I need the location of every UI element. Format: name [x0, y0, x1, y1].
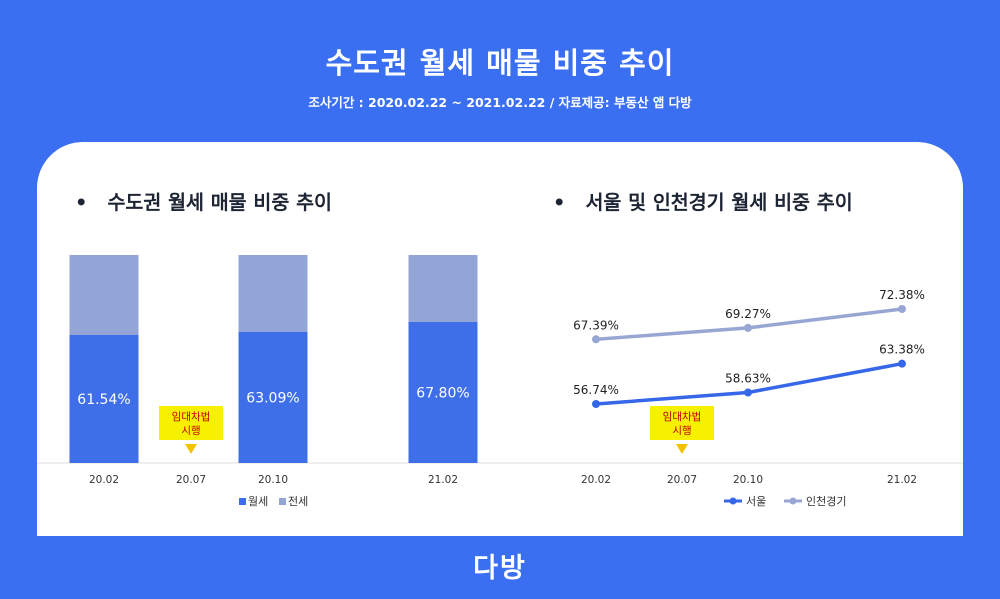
bar-x-tick-label: 20.07 — [176, 474, 206, 486]
dabang-logo: 다방 — [473, 553, 527, 584]
bullet-icon: • — [553, 191, 566, 214]
line-data-label: 56.74% — [573, 383, 619, 397]
line-chart-heading: • 서울 및 인천경기 월세 비중 추이 — [553, 186, 853, 215]
legend-jeonse-label: 전세 — [288, 495, 308, 508]
bar-data-label: 63.09% — [246, 390, 299, 406]
bar-chart-title: 수도권 월세 매물 비중 추이 — [107, 191, 332, 214]
line-data-label: 69.27% — [725, 307, 771, 321]
bar-data-label: 61.54% — [77, 392, 130, 408]
bar-data-label: 67.80% — [416, 385, 469, 401]
line-chart: 56.74% 58.63% 63.38% 67.39% 69.27% 72.38% 20.0… — [500, 288, 963, 508]
bar-x-tick-label: 20.02 — [89, 474, 119, 486]
line-x-tick-label: 20.10 — [733, 474, 763, 486]
line-point — [592, 335, 600, 344]
line-note-text: 시행 — [672, 425, 691, 437]
line-note-arrow-icon — [676, 444, 688, 454]
line-note-text: 임대차법 — [663, 410, 702, 423]
bar-note-arrow-icon — [185, 444, 197, 454]
bar-jeonse — [408, 255, 478, 322]
legend-monthly-swatch — [239, 498, 246, 505]
line-point — [592, 400, 600, 408]
bar-x-tick-label: 21.02 — [428, 474, 458, 486]
line-x-tick-label: 20.02 — [581, 474, 611, 486]
line-note-box — [650, 406, 714, 440]
line-point — [744, 323, 752, 332]
bar-jeonse — [238, 255, 308, 332]
line-x-tick-label: 20.07 — [667, 474, 697, 486]
page-subtitle: 조사기간 : 2020.02.22 ~ 2021.02.22 / 자료제공: 부… — [308, 95, 692, 110]
line-data-label: 63.38% — [879, 343, 925, 357]
legend-incheon-gyeonggi-marker — [789, 497, 797, 505]
line-point — [744, 388, 752, 397]
page-title: 수도권 월세 매물 비중 추이 — [325, 46, 675, 80]
line-data-label: 72.38% — [879, 288, 925, 302]
legend-seoul-marker — [729, 497, 737, 505]
bar-jeonse — [69, 255, 139, 335]
bar-chart-heading: • 수도권 월세 매물 비중 추이 — [75, 186, 332, 215]
legend-seoul-label: 서울 — [746, 495, 766, 508]
bar-note-text: 임대차법 — [172, 410, 211, 423]
bar-monthly — [238, 331, 308, 463]
chart-panel: • 수도권 월세 매물 비중 추이 • 서울 및 인천경기 월세 비중 추이 61.… — [37, 142, 963, 536]
bar-chart: 61.54% 20.02 20.07 63.09% 20.10 67.80% 21.02 임대… — [37, 255, 500, 508]
legend-jeonse-swatch — [279, 498, 286, 505]
line-chart-title: 서울 및 인천경기 월세 비중 추이 — [585, 191, 853, 214]
bullet-icon: • — [75, 191, 88, 214]
line-x-tick-label: 21.02 — [887, 474, 917, 486]
line-point — [898, 359, 906, 368]
line-point — [898, 305, 906, 313]
bar-monthly — [69, 334, 139, 463]
bar-x-tick-label: 20.10 — [258, 474, 288, 486]
line-data-label: 67.39% — [573, 318, 619, 332]
legend-incheon-gyeonggi-label: 인천경기 — [806, 494, 846, 508]
bar-monthly — [408, 321, 478, 463]
bar-note-text: 시행 — [181, 425, 200, 437]
line-data-label: 58.63% — [725, 372, 771, 386]
bar-note-box — [159, 406, 223, 440]
legend-monthly-label: 월세 — [248, 495, 268, 508]
